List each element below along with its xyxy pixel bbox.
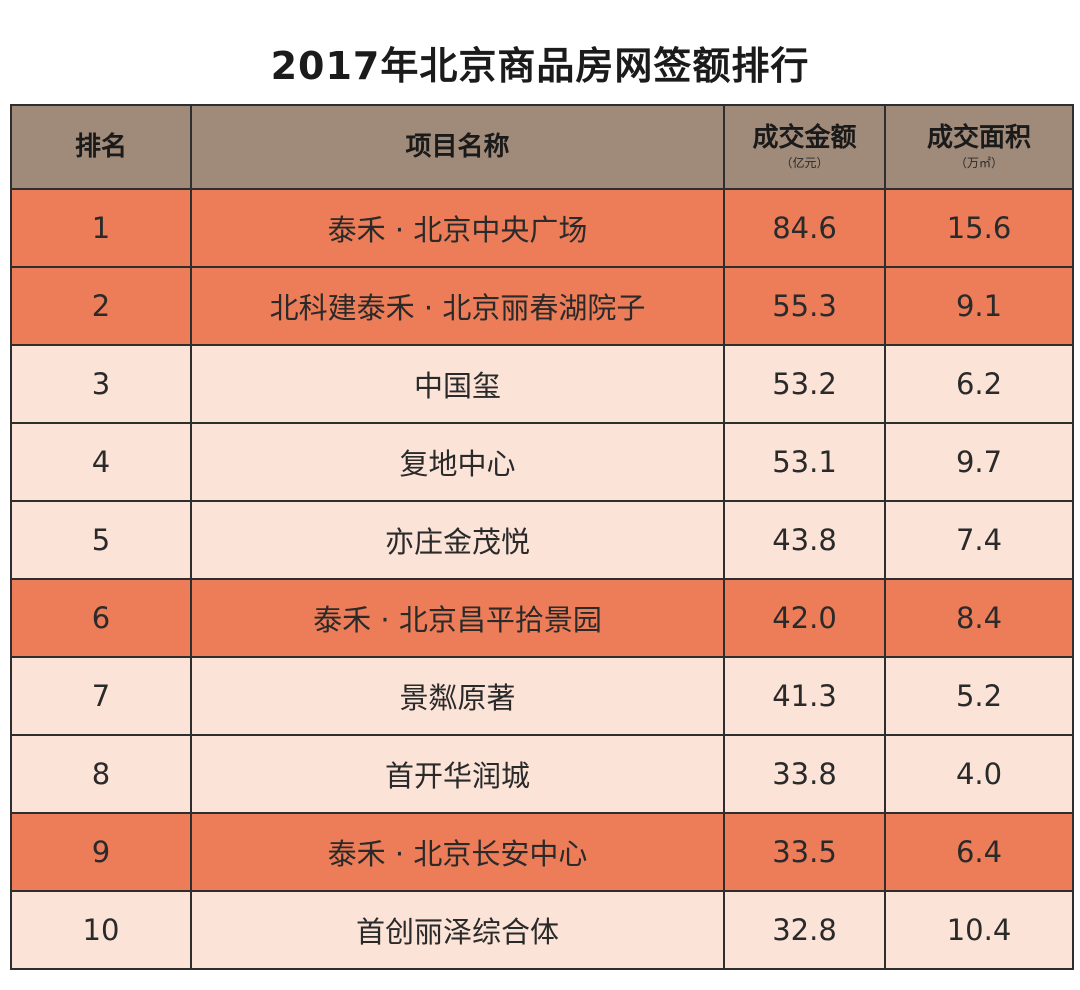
header-project-name-label: 项目名称 — [405, 132, 510, 162]
cell-project-name: 首开华润城 — [190, 734, 725, 814]
table-row: 10 首创丽泽综合体 32.8 10.4 — [10, 890, 1074, 970]
cell-project-name: 泰禾 · 北京长安中心 — [190, 812, 725, 892]
cell-project-name: 泰禾 · 北京昌平拾景园 — [190, 578, 725, 658]
cell-amount: 41.3 — [723, 656, 886, 736]
cell-rank: 9 — [10, 812, 192, 892]
header-area-unit: （万㎡） — [954, 156, 1003, 170]
header-rank: 排名 — [10, 104, 192, 190]
header-amount-label: 成交金额 — [752, 123, 857, 153]
table-row: 8 首开华润城 33.8 4.0 — [10, 734, 1074, 814]
cell-area: 15.6 — [884, 188, 1074, 268]
table-row: 9 泰禾 · 北京长安中心 33.5 6.4 — [10, 812, 1074, 892]
cell-project-name: 中国玺 — [190, 344, 725, 424]
cell-rank: 6 — [10, 578, 192, 658]
cell-project-name: 首创丽泽综合体 — [190, 890, 725, 970]
cell-rank: 4 — [10, 422, 192, 502]
cell-project-name: 北科建泰禾 · 北京丽春湖院子 — [190, 266, 725, 346]
cell-area: 5.2 — [884, 656, 1074, 736]
table-header: 排名 项目名称 成交金额 （亿元） 成交面积 （万㎡） — [10, 104, 1074, 190]
cell-rank: 7 — [10, 656, 192, 736]
cell-amount: 32.8 — [723, 890, 886, 970]
header-project-name: 项目名称 — [190, 104, 725, 190]
cell-area: 6.4 — [884, 812, 1074, 892]
cell-rank: 3 — [10, 344, 192, 424]
cell-rank: 10 — [10, 890, 192, 970]
cell-project-name: 景粼原著 — [190, 656, 725, 736]
cell-area: 7.4 — [884, 500, 1074, 580]
header-amount: 成交金额 （亿元） — [723, 104, 886, 190]
cell-area: 10.4 — [884, 890, 1074, 970]
table-row: 6 泰禾 · 北京昌平拾景园 42.0 8.4 — [10, 578, 1074, 658]
cell-amount: 84.6 — [723, 188, 886, 268]
header-rank-label: 排名 — [74, 132, 127, 162]
cell-amount: 33.5 — [723, 812, 886, 892]
cell-area: 6.2 — [884, 344, 1074, 424]
cell-amount: 53.2 — [723, 344, 886, 424]
cell-amount: 43.8 — [723, 500, 886, 580]
cell-amount: 53.1 — [723, 422, 886, 502]
cell-amount: 55.3 — [723, 266, 886, 346]
cell-project-name: 亦庄金茂悦 — [190, 500, 725, 580]
cell-project-name: 泰禾 · 北京中央广场 — [190, 188, 725, 268]
cell-area: 9.7 — [884, 422, 1074, 502]
cell-area: 4.0 — [884, 734, 1074, 814]
header-amount-unit: （亿元） — [780, 156, 829, 170]
table-body: 1 泰禾 · 北京中央广场 84.6 15.6 2 北科建泰禾 · 北京丽春湖院… — [10, 188, 1074, 970]
table-row: 2 北科建泰禾 · 北京丽春湖院子 55.3 9.1 — [10, 266, 1074, 346]
cell-rank: 2 — [10, 266, 192, 346]
table-row: 3 中国玺 53.2 6.2 — [10, 344, 1074, 424]
table-row: 1 泰禾 · 北京中央广场 84.6 15.6 — [10, 188, 1074, 268]
cell-amount: 42.0 — [723, 578, 886, 658]
ranking-table: 排名 项目名称 成交金额 （亿元） 成交面积 （万㎡） 1 泰禾 · 北京中央广… — [10, 104, 1074, 970]
page-title: 2017年北京商品房网签额排行 — [270, 44, 810, 88]
cell-project-name: 复地中心 — [190, 422, 725, 502]
cell-rank: 1 — [10, 188, 192, 268]
cell-rank: 8 — [10, 734, 192, 814]
cell-area: 9.1 — [884, 266, 1074, 346]
table-row: 4 复地中心 53.1 9.7 — [10, 422, 1074, 502]
table-row: 7 景粼原著 41.3 5.2 — [10, 656, 1074, 736]
cell-amount: 33.8 — [723, 734, 886, 814]
header-row: 排名 项目名称 成交金额 （亿元） 成交面积 （万㎡） — [10, 104, 1074, 190]
header-area-label: 成交面积 — [926, 123, 1031, 153]
cell-rank: 5 — [10, 500, 192, 580]
table-row: 5 亦庄金茂悦 43.8 7.4 — [10, 500, 1074, 580]
header-area: 成交面积 （万㎡） — [884, 104, 1074, 190]
cell-area: 8.4 — [884, 578, 1074, 658]
